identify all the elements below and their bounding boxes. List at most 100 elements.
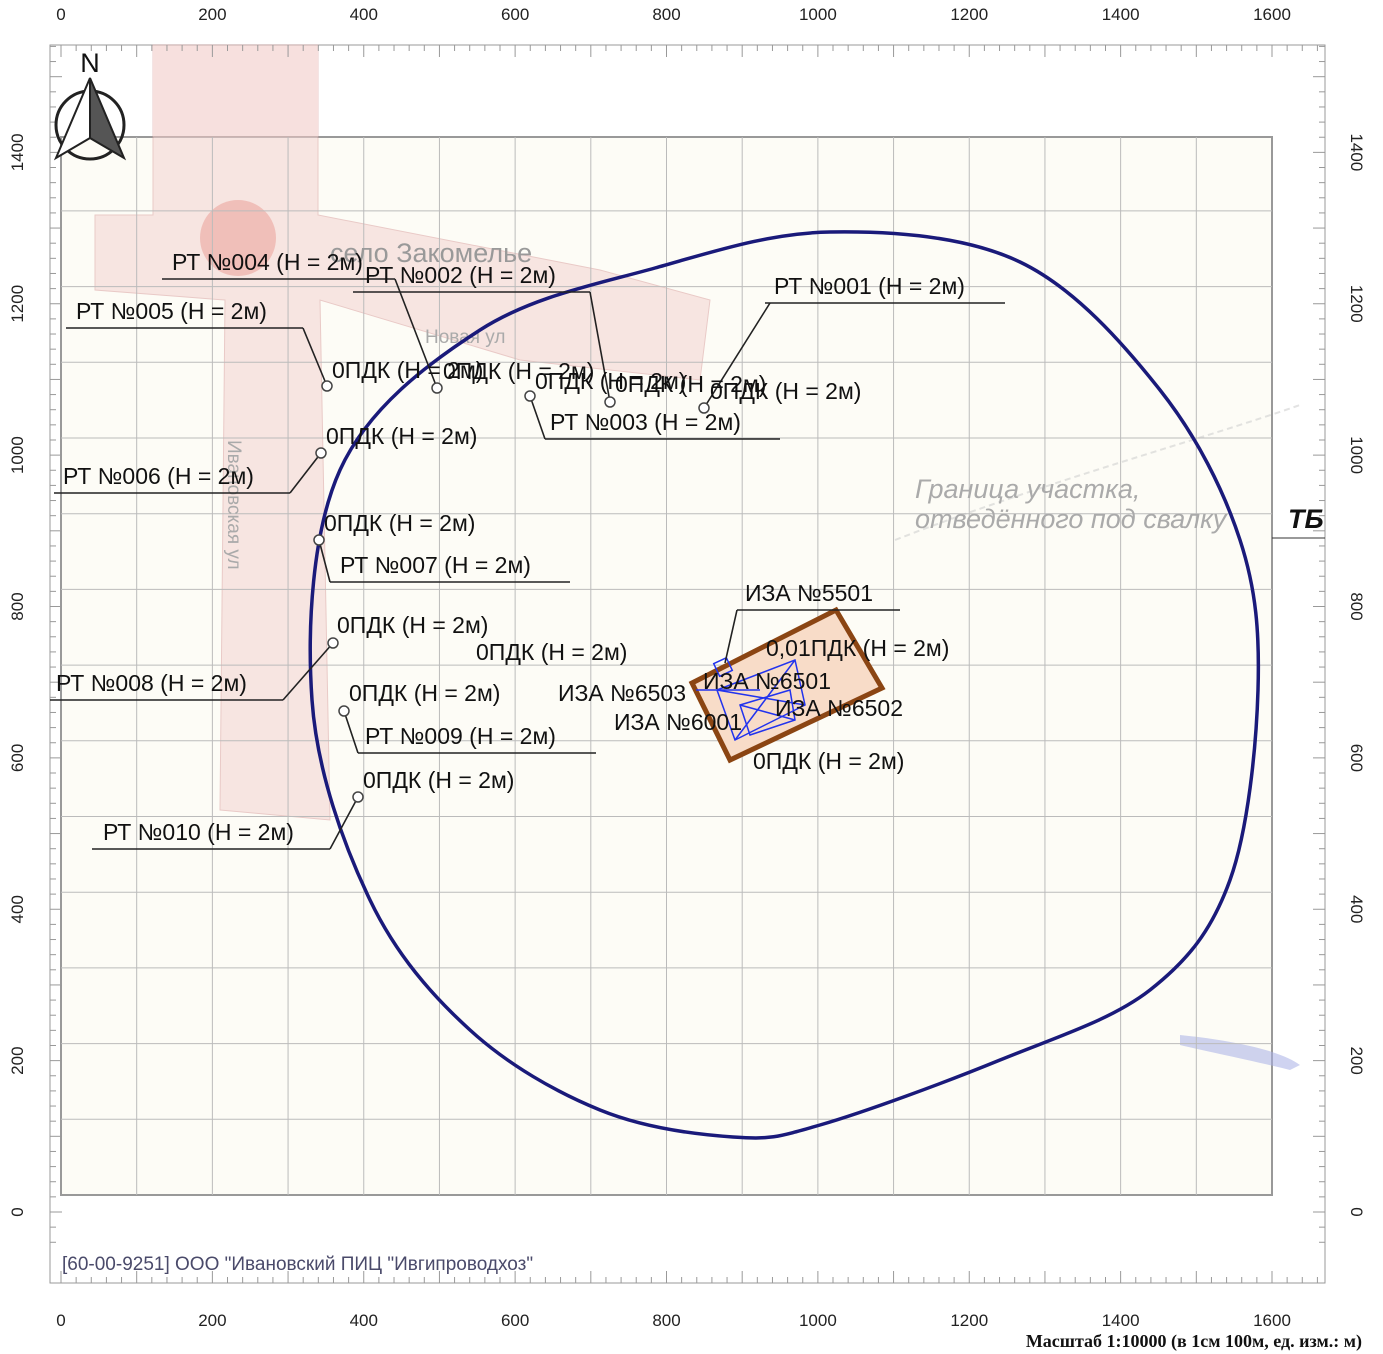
x-tick-label: 800: [652, 1311, 680, 1330]
y-tick-label: 400: [1347, 895, 1366, 923]
x-tick-label: 1200: [950, 1311, 988, 1330]
y-tick-label: 400: [8, 895, 27, 923]
source-label: ИЗА №6001: [614, 709, 742, 735]
y-tick-label: 200: [8, 1046, 27, 1074]
label-leader: [302, 327, 328, 387]
isoline-label: 0ПДК (Н = 2м): [710, 378, 861, 404]
receptor-label: РТ №004 (Н = 2м): [172, 249, 363, 275]
x-tick-label: 1600: [1253, 1311, 1291, 1330]
x-tick-label: 1400: [1102, 5, 1140, 24]
x-tick-label: 200: [198, 1311, 226, 1330]
isoline-label: 0ПДК (Н = 2м): [326, 423, 477, 449]
source-label: ИЗА №6501: [703, 668, 831, 694]
x-tick-label: 0: [56, 5, 65, 24]
receptor-point: [338, 705, 350, 717]
source-line: [739, 704, 796, 721]
receptor-label: РТ №010 (Н = 2м): [103, 819, 294, 845]
label-leader: [343, 710, 359, 754]
y-tick-label: 0: [8, 1207, 27, 1216]
x-tick-label: 0: [56, 1311, 65, 1330]
isoline-contour: [308, 230, 1261, 1140]
label-leader: [724, 609, 738, 664]
y-tick-label: 1400: [1347, 133, 1366, 171]
isoline-label: 0ПДК (Н = 2м): [535, 368, 686, 394]
label-leader: [282, 642, 334, 701]
y-tick-label: 1400: [8, 133, 27, 171]
source-label: ИЗА №6502: [775, 695, 903, 721]
source-point: [712, 656, 734, 678]
y-tick-label: 800: [8, 592, 27, 620]
y-tick-label: 0: [1347, 1207, 1366, 1216]
x-tick-label: 1000: [799, 5, 837, 24]
road: [894, 404, 1301, 541]
label-leader: [529, 395, 546, 440]
source-label: ИЗА №6503: [558, 680, 686, 706]
x-tick-label: 600: [501, 1311, 529, 1330]
receptor-point: [352, 791, 364, 803]
label-leader: [589, 291, 611, 403]
x-tick-label: 800: [652, 5, 680, 24]
x-tick-label: 1000: [799, 1311, 837, 1330]
compass: N: [53, 48, 127, 161]
boundary-label: Граница участка,: [915, 474, 1140, 504]
y-tick-label: 200: [1347, 1046, 1366, 1074]
label-leader: [329, 796, 359, 850]
footer-org: [60-00-9251] ООО "Ивановский ПИЦ "Ивгипр…: [62, 1254, 533, 1275]
isoline-label: 0ПДК (Н = 2м): [476, 639, 627, 665]
isoline-label: 0ПДК (Н = 2м): [363, 767, 514, 793]
receptor-point: [431, 382, 443, 394]
basemap: [94, 44, 1301, 1070]
y-tick-label: 800: [1347, 592, 1366, 620]
receptor-point: [524, 390, 536, 402]
x-tick-label: 600: [501, 5, 529, 24]
isoline-label: 0,01ПДК (Н = 2м): [766, 635, 949, 661]
x-tick-label: 1200: [950, 5, 988, 24]
receptor-label: РТ №001 (Н = 2м): [774, 273, 965, 299]
receptor-label: РТ №008 (Н = 2м): [56, 670, 247, 696]
label-leader: [289, 452, 322, 494]
receptor-point: [698, 402, 710, 414]
x-tick-label: 400: [350, 5, 378, 24]
x-tick-label: 1600: [1253, 5, 1291, 24]
place-name: Ивановская ул: [223, 440, 244, 570]
label-leader: [703, 302, 771, 409]
isoline-label: 0ПДК (Н = 2м): [332, 357, 483, 383]
x-tick-label: 200: [198, 5, 226, 24]
receptor-point: [604, 396, 616, 408]
receptor-point: [313, 534, 325, 546]
labels: 0ПДК (Н = 2м)0ПДК (Н = 2м)0ПДК (Н = 2м)0…: [50, 249, 1005, 850]
grid: [61, 137, 1272, 1195]
boundary-label: ТБ: [1288, 504, 1324, 534]
source-line: [734, 659, 796, 741]
x-tick-label: 1400: [1102, 1311, 1140, 1330]
isoline-label: 0ПДК (Н = 2м): [324, 510, 475, 536]
compass-arrow: [89, 77, 127, 161]
y-tick-label: 600: [1347, 744, 1366, 772]
isoline-label: 0ПДК (Н = 2м): [753, 748, 904, 774]
receptor-point: [327, 637, 339, 649]
y-tick-label: 600: [8, 744, 27, 772]
receptor-label: РТ №003 (Н = 2м): [550, 409, 741, 435]
receptor-label: РТ №006 (Н = 2м): [63, 463, 254, 489]
place-name: Новая ул: [425, 327, 505, 348]
label-leader: [394, 278, 438, 389]
x-tick-label: 400: [350, 1311, 378, 1330]
village-area: [94, 44, 711, 821]
receptor-label: РТ №005 (Н = 2м): [76, 298, 267, 324]
y-tick-label: 1000: [1347, 436, 1366, 474]
receptor-label: РТ №007 (Н = 2м): [340, 552, 531, 578]
village-marker: [200, 200, 276, 276]
label-leader: [318, 539, 331, 583]
rulers: [50, 45, 1325, 1283]
boundary-label: отведённого под свалку: [915, 504, 1228, 534]
y-tick-label: 1000: [8, 436, 27, 474]
footer-scale: Масштаб 1:10000 (в 1см 100м, ед. изм.: м…: [1026, 1331, 1362, 1352]
village-block: [153, 45, 318, 137]
y-tick-label: 1200: [8, 285, 27, 323]
place-name: село Закомелье: [330, 238, 532, 268]
receptor-point: [321, 380, 333, 392]
isoline-label: 0ПДК (Н = 2м): [615, 371, 766, 397]
sources-geometry: [696, 656, 806, 742]
